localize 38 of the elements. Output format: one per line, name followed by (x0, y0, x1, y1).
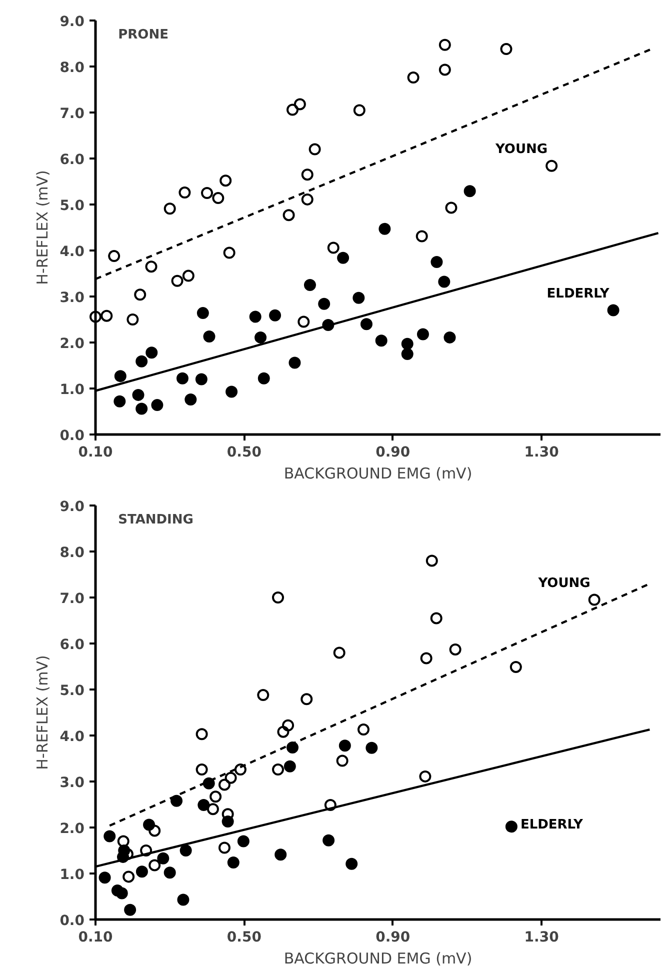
y-axis-title: H-REFLEX (mV) (34, 170, 52, 285)
y-tick-label: 3.0 (60, 775, 85, 791)
x-tick-label: 1.30 (524, 930, 560, 946)
y-tick-label: 9.0 (60, 14, 85, 30)
y-tick-label: 8.0 (60, 60, 85, 76)
y-tick-label: 0.0 (60, 428, 85, 444)
y-tick-label: 6.0 (60, 152, 85, 168)
series-label: YOUNG (494, 142, 548, 157)
y-axis-title: H-REFLEX (mV) (34, 655, 52, 770)
series-label: ELDERLY (546, 286, 610, 302)
y-tick-label: 1.0 (60, 867, 85, 883)
y-tick-label: 7.0 (60, 106, 85, 122)
y-tick-label: 4.0 (60, 729, 85, 745)
y-tick-label: 2.0 (60, 821, 85, 837)
x-tick-label: 0.50 (226, 930, 262, 946)
text: PRONE (118, 28, 168, 42)
series-label: YOUNG (537, 576, 590, 591)
y-tick-label: 6.0 (60, 637, 85, 653)
y-tick-label: 2.0 (60, 336, 85, 352)
x-tick-label: 0.90 (376, 930, 410, 946)
x-tick-label: 0.90 (376, 444, 410, 460)
y-tick-label: 5.0 (60, 198, 85, 214)
y-tick-label: 1.0 (60, 382, 85, 398)
x-axis-title: BACKGROUND EMG (mV) (284, 464, 472, 482)
y-tick-label: 8.0 (60, 545, 85, 561)
y-tick-label: 9.0 (60, 499, 85, 515)
series-label: ELDERLY (520, 818, 584, 833)
y-tick-label: 5.0 (60, 683, 85, 699)
y-tick-label: 7.0 (60, 591, 85, 607)
x-tick-label: 0.50 (226, 444, 262, 460)
x-axis-title: BACKGROUND EMG (mV) (284, 950, 472, 968)
y-tick-label: 3.0 (60, 290, 85, 306)
x-tick-label: 1.30 (524, 444, 560, 460)
y-tick-label: 0.0 (60, 913, 85, 929)
y-tick-label: 4.0 (60, 244, 85, 260)
text: STANDING (118, 512, 194, 528)
x-tick-label: 0.10 (78, 930, 114, 946)
x-tick-label: 0.10 (78, 444, 114, 460)
